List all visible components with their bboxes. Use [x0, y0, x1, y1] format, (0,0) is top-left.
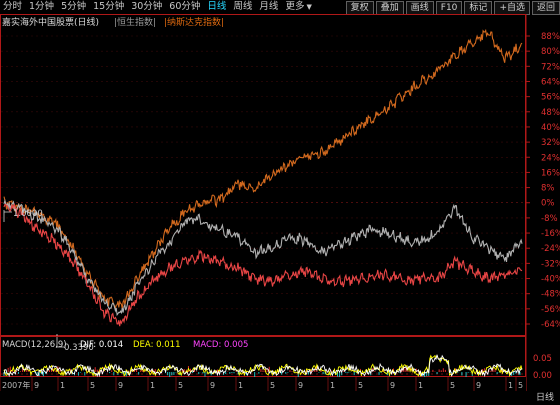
- macd-dea: DEA: 0.011: [133, 340, 180, 350]
- x-axis-labels: 2007年 9 1 5 9 1 5 9 1 5 9 1 5 9 1 5 9 1 5: [0, 377, 523, 391]
- status-bar: 日线: [0, 391, 560, 405]
- macd-dea-line: [3, 354, 523, 378]
- period-tab-9[interactable]: 更多: [285, 1, 305, 12]
- period-tab-8[interactable]: 月线: [259, 1, 279, 12]
- x-tick-label: 9: [34, 381, 39, 390]
- day-tab[interactable]: 日线: [535, 393, 554, 403]
- x-tick-label: 1: [60, 381, 65, 390]
- y-tick-label: -64%: [541, 320, 560, 330]
- y-tick-label: 72%: [541, 62, 560, 72]
- y-tick-label: 40%: [541, 123, 560, 133]
- period-toolbar: 分时 1分钟 5分钟 15分钟 30分钟 60分钟 日线 周线 月线 更多 ▼ 复权 叠加 画线 F10 标…: [0, 0, 560, 15]
- y-tick-label: 48%: [541, 108, 560, 118]
- x-tick-label: 2007年: [2, 380, 30, 390]
- macd-indicator: [1, 354, 525, 378]
- x-tick-label: 5: [358, 381, 363, 390]
- y-axis-labels: 88% 80% 72% 64% 56% 48% 40% 32% 24% 16% 8% 0% -8% -16…: [541, 32, 560, 330]
- x-tick-label: 5: [90, 381, 95, 390]
- x-axis-strip: [0, 377, 526, 391]
- x-tick-label: 1: [238, 381, 243, 390]
- y-tick-label: 88%: [541, 32, 560, 42]
- low-value-label: 0.3390: [64, 343, 94, 353]
- y-tick-label: -16%: [541, 229, 560, 239]
- x-tick-label: 9: [118, 381, 123, 390]
- y-tick-label: -48%: [541, 290, 560, 300]
- series-group: [3, 28, 523, 327]
- start-value-label: 1.0000: [13, 209, 43, 219]
- macd-panel-frame: [0, 336, 526, 377]
- x-tick-label: 1: [418, 381, 423, 390]
- period-tab-4[interactable]: 30分钟: [131, 1, 163, 12]
- y-tick-label: 64%: [541, 77, 560, 87]
- y-tick-label: 8%: [541, 184, 555, 194]
- tool-button-5[interactable]: +自选: [494, 1, 530, 15]
- y-tick-label: 0%: [541, 199, 555, 209]
- main-panel-frame: [0, 14, 526, 336]
- x-tick-label: 9: [476, 381, 481, 390]
- macd-dif: DIF: 0.014: [80, 340, 123, 350]
- y-tick-label: -40%: [541, 275, 560, 285]
- period-tab-5[interactable]: 60分钟: [169, 1, 201, 12]
- x-tick-label: 9: [210, 381, 215, 390]
- tool-button-2[interactable]: 画线: [405, 1, 434, 15]
- macd-ylabel-top: 0.05: [533, 354, 552, 364]
- x-tick-label: 1: [508, 381, 513, 390]
- y-tick-label: 80%: [541, 47, 560, 57]
- period-tab-2[interactable]: 5分钟: [61, 1, 87, 12]
- period-tab-1[interactable]: 1分钟: [29, 1, 55, 12]
- y-tick-label: -56%: [541, 305, 560, 315]
- chart-area: 88% 80% 72% 64% 56% 48% 40% 32% 24% 16% 8% 0% -8% -16…: [0, 14, 560, 391]
- x-tick-label: 5: [270, 381, 275, 390]
- period-tab-6[interactable]: 日线: [207, 1, 227, 12]
- tool-button-4[interactable]: 标记: [464, 1, 493, 15]
- period-tab-7[interactable]: 周线: [233, 1, 253, 12]
- gridlines: [1, 35, 530, 325]
- x-tick-label: 1: [150, 381, 155, 390]
- y-tick-label: -24%: [541, 244, 560, 254]
- tool-button-0[interactable]: 复权: [345, 1, 374, 15]
- start-marker: [3, 210, 12, 222]
- macd-dif-line: [3, 354, 523, 378]
- y-tick-label: 56%: [541, 93, 560, 103]
- macd-macd: MACD: 0.005: [193, 340, 248, 350]
- macd-header: MACD(12,26,9): [2, 340, 67, 350]
- x-tick-label: 9: [298, 381, 303, 390]
- chart-title: 嘉实海外中国股票(日线): [2, 16, 99, 28]
- period-tabs: 分时 1分钟 5分钟 15分钟 30分钟 60分钟 日线 周线 月线 更多 ▼: [0, 0, 312, 14]
- tool-button-3[interactable]: F10: [435, 1, 463, 15]
- overlay-nasdaq-label: |纳斯达克指数|: [164, 16, 224, 28]
- y-tick-label: 24%: [541, 153, 560, 163]
- y-tick-label: 16%: [541, 168, 560, 178]
- x-tick-label: 5: [178, 381, 183, 390]
- period-tab-3[interactable]: 15分钟: [93, 1, 125, 12]
- x-tick-label: 9: [390, 381, 395, 390]
- period-tab-0[interactable]: 分时: [3, 1, 23, 12]
- macd-ylabel-zero: 0.00: [533, 371, 552, 381]
- tool-buttons: 复权 叠加 画线 F10 标记 +自选 返回: [344, 0, 560, 15]
- x-tick-label: 5: [518, 381, 523, 390]
- y-tick-label: -32%: [541, 259, 560, 269]
- series-line-0: [3, 203, 523, 327]
- y-tick-label: 32%: [541, 138, 560, 148]
- low-marker: [56, 334, 64, 348]
- tool-button-1[interactable]: 叠加: [375, 1, 404, 15]
- x-tick-label: 5: [450, 381, 455, 390]
- x-tick-label: 1: [330, 381, 335, 390]
- chevron-down-icon[interactable]: ▼: [306, 3, 312, 11]
- y-tick-label: -8%: [541, 214, 558, 224]
- tool-button-6[interactable]: 返回: [531, 1, 560, 15]
- series-line-2: [3, 28, 523, 311]
- series-line-1: [3, 198, 523, 317]
- overlay-hsi-label: |恒生指数|: [114, 16, 156, 28]
